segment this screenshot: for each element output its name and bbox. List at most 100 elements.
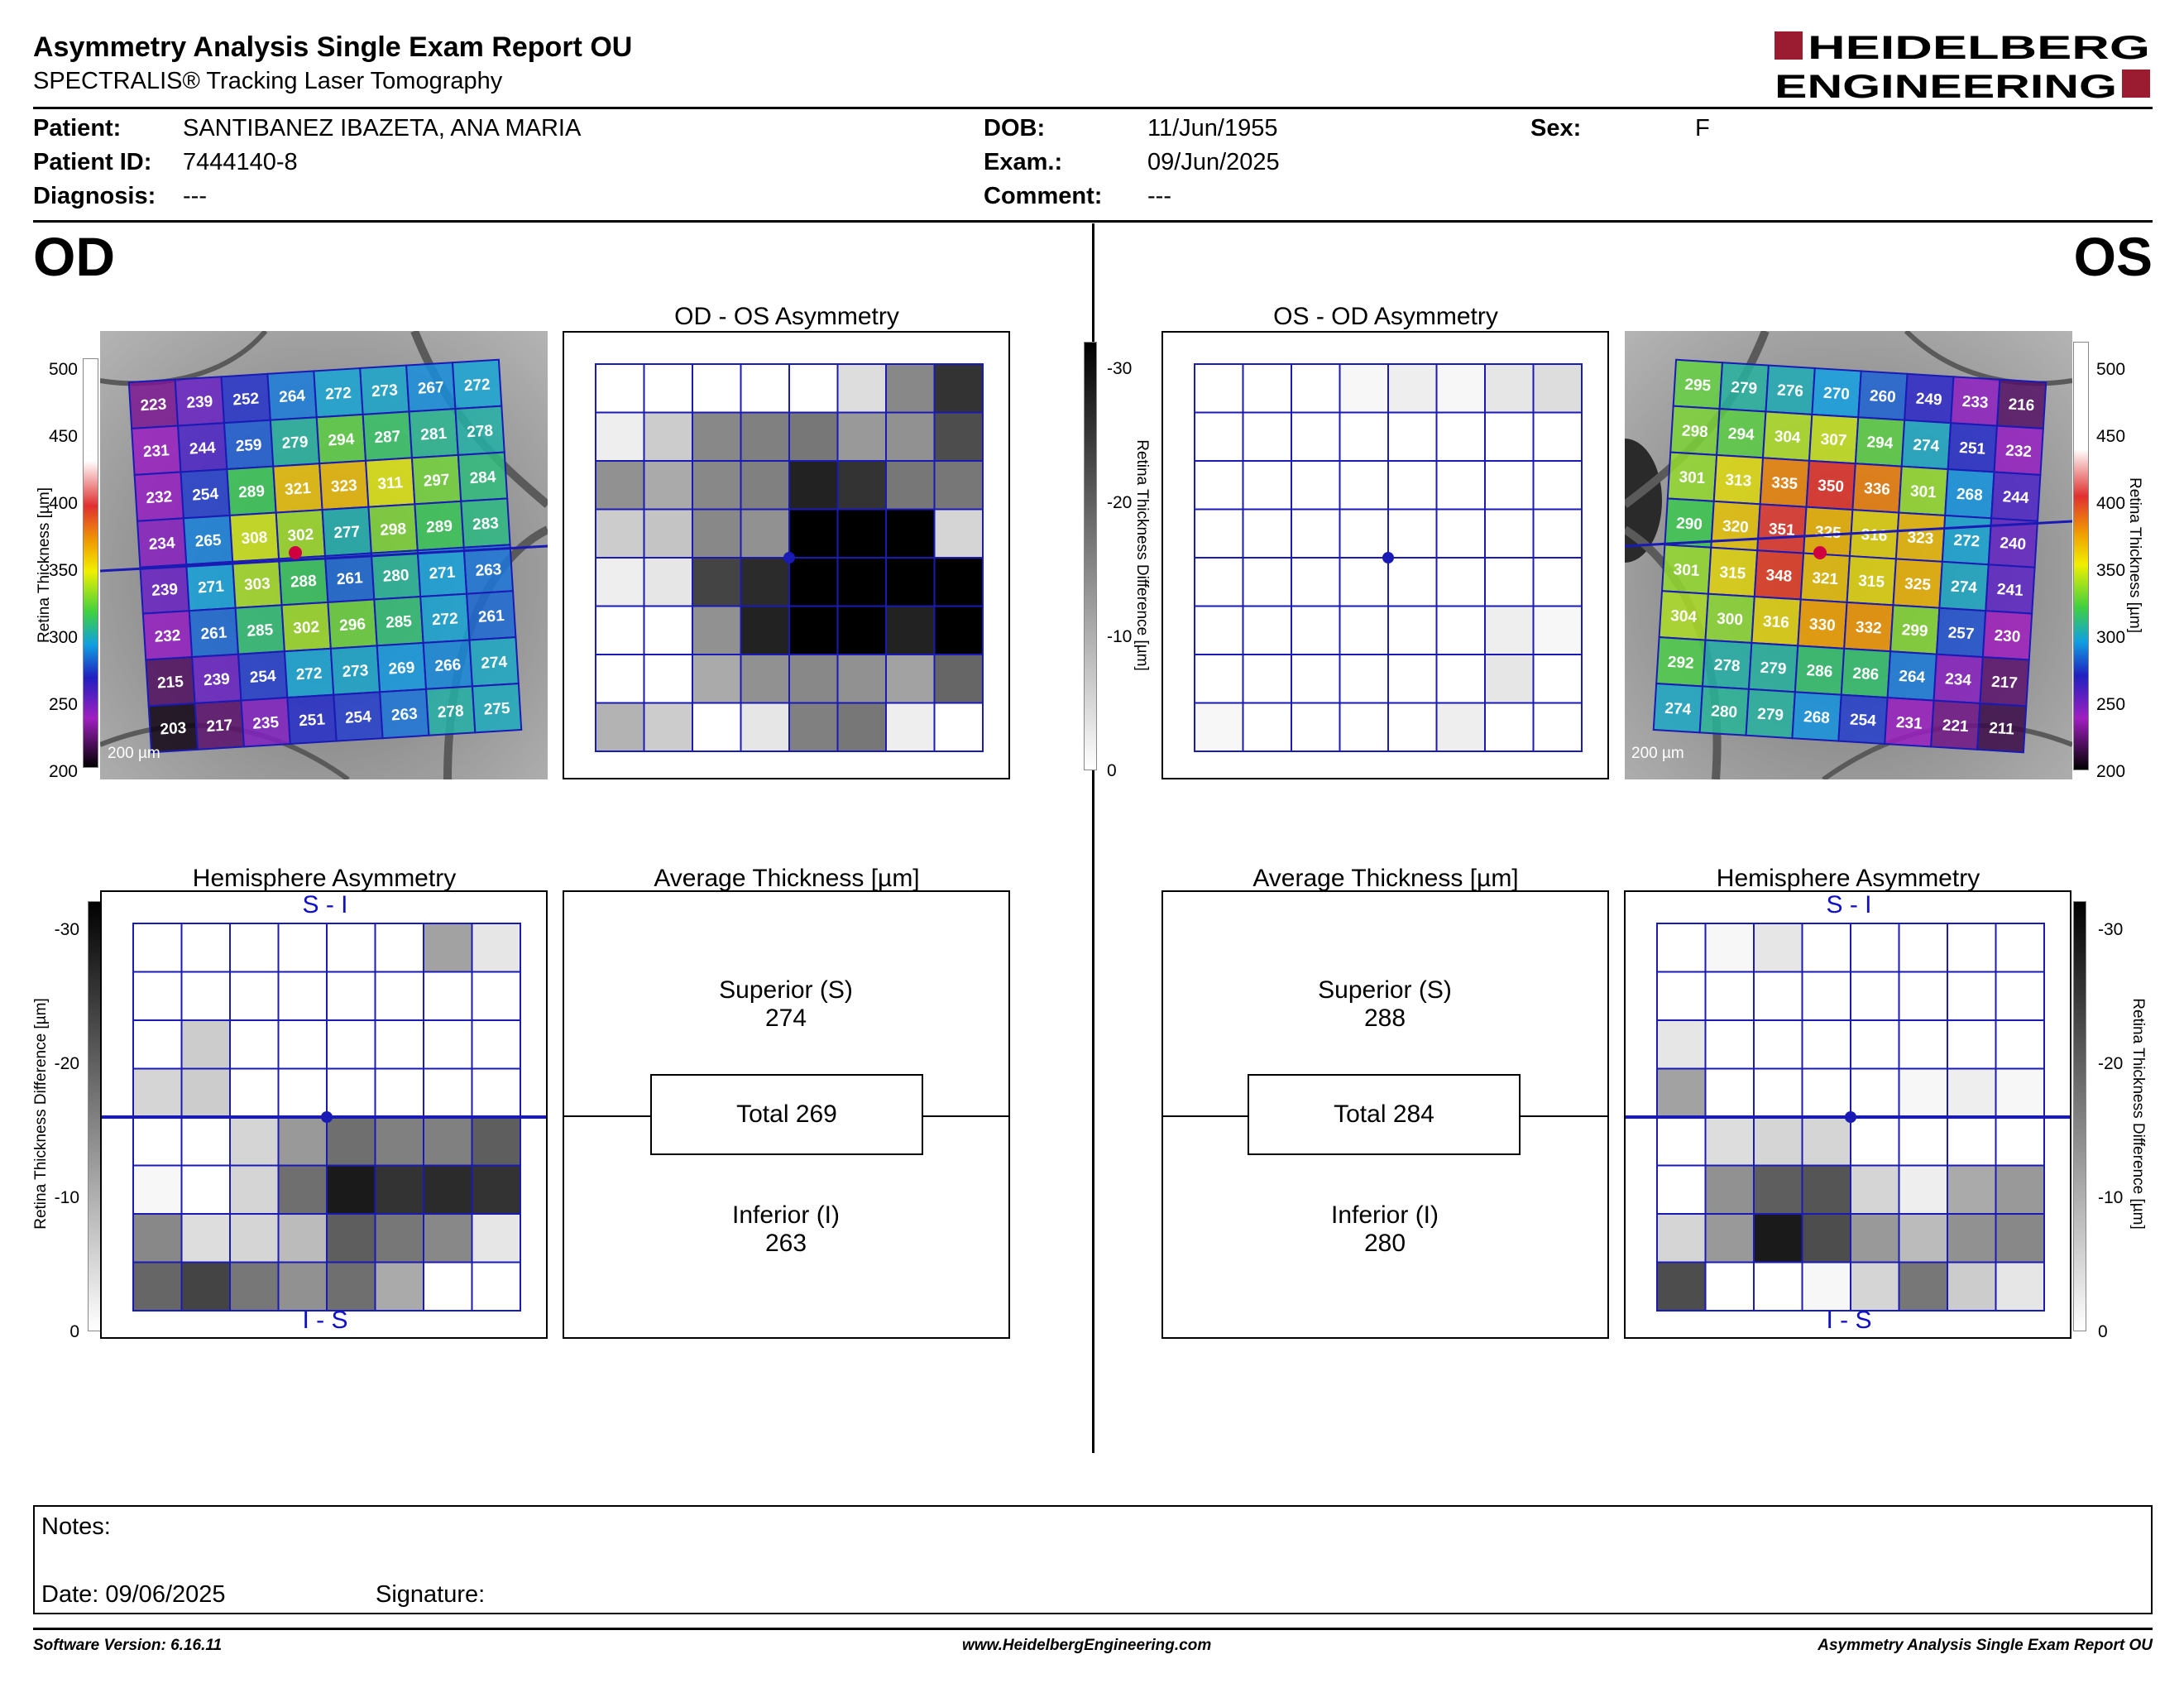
od-hemi-cell <box>277 971 328 1021</box>
os-thickness-tick: 450 <box>2096 427 2126 446</box>
od-asym-cell <box>788 411 839 462</box>
os-average-title: Average Thickness [µm] <box>1252 865 1519 892</box>
os-hemi-cell <box>1753 1116 1803 1167</box>
os-hemi-cell <box>1801 1164 1851 1215</box>
os-hemi-cell <box>1947 923 1997 973</box>
od-hemi-colorbar <box>88 901 101 1331</box>
od-hemi-cell <box>471 1019 521 1070</box>
os-hemi-cell <box>1850 1019 1900 1070</box>
od-asym-cell <box>836 460 887 511</box>
od-thk-value: 297 <box>423 472 450 491</box>
report-title: Asymmetry Analysis Single Exam Report OU <box>33 31 633 63</box>
os-thk-value: 307 <box>1820 431 1847 450</box>
os-hemi-cell <box>1850 1116 1900 1167</box>
od-thk-value: 281 <box>420 425 448 444</box>
os-thk-value: 301 <box>1679 468 1706 487</box>
od-asym-cell <box>643 557 693 607</box>
os-thk-value: 300 <box>1717 610 1744 629</box>
os-hemi-cell <box>1656 971 1707 1021</box>
os-hemi-cell <box>1801 923 1851 973</box>
od-asym-cell <box>836 411 887 462</box>
os-hemi-cell <box>1995 971 2045 1021</box>
od-thk-value: 273 <box>342 662 369 681</box>
os-hemi-cell <box>1947 1164 1997 1215</box>
od-hemi-cell <box>180 1116 231 1167</box>
od-hemi-cell <box>277 1164 328 1215</box>
os-asym-cell <box>1291 654 1341 704</box>
od-asym-cell <box>885 702 936 752</box>
od-asym-cell <box>933 460 984 511</box>
od-thk-value: 232 <box>154 627 181 646</box>
os-thk-value: 304 <box>1774 428 1801 447</box>
os-total-box: Total 284 <box>1248 1074 1521 1155</box>
footer-software: Software Version: 6.16.11 <box>33 1637 223 1654</box>
od-hemi-cell <box>423 971 473 1021</box>
os-thk-value: 280 <box>1711 703 1738 722</box>
od-thickness-tick: 300 <box>48 628 78 647</box>
notes-box[interactable]: Notes: Date: 09/06/2025 Signature: <box>33 1505 2153 1614</box>
os-hemi-cell <box>1947 1261 1997 1312</box>
od-hemi-cell <box>180 923 231 973</box>
footer-website[interactable]: www.HeidelbergEngineering.com <box>962 1637 1212 1654</box>
top-diff-tick: -30 <box>1107 359 1133 378</box>
center-divider <box>1092 223 1094 1453</box>
od-thk-value: 217 <box>206 717 233 736</box>
patient-label: Patient: <box>33 115 122 141</box>
os-thk-value: 279 <box>1760 659 1787 679</box>
od-hemi-cell <box>374 1261 424 1312</box>
heidelberg-logo: HEIDELBERG ENGINEERING <box>1774 30 2150 103</box>
os-thk-value: 216 <box>2008 396 2035 415</box>
od-thk-value: 323 <box>330 477 357 496</box>
os-hemi-cell <box>1898 1213 1948 1264</box>
od-thk-value: 280 <box>382 567 410 586</box>
od-asym-cell <box>595 460 645 511</box>
logo-text-1: HEIDELBERG <box>1808 30 2150 66</box>
od-thk-value: 203 <box>160 720 187 739</box>
os-hemi-cell <box>1850 923 1900 973</box>
od-thk-value: 269 <box>388 659 415 679</box>
od-superior-label: Superior (S) <box>719 976 853 1004</box>
od-asym-cell <box>788 363 839 414</box>
os-thk-value: 301 <box>1673 561 1700 580</box>
od-asym-cell <box>643 460 693 511</box>
od-hemi-cell <box>374 1213 424 1264</box>
os-asym-cell <box>1532 702 1583 752</box>
os-thk-value: 332 <box>1855 619 1882 638</box>
os-thickness-axis-label: Retina Thickness [µm] <box>2126 477 2143 633</box>
os-thickness-map: 295 279 276 270 260 249 233 216 298 294 304 307 294 2… <box>1625 358 2072 754</box>
os-thk-value: 251 <box>1959 439 1986 458</box>
od-asym-cell <box>740 605 790 655</box>
os-thickness-tick: 400 <box>2096 494 2126 513</box>
os-hemi-cell <box>1704 1213 1755 1264</box>
os-thk-value: 321 <box>1812 569 1839 588</box>
od-thickness-tick: 500 <box>48 360 78 379</box>
od-asym-cell <box>643 363 693 414</box>
os-hemi-cell <box>1656 1116 1707 1167</box>
os-asym-cell <box>1339 363 1389 414</box>
od-hemi-cell <box>326 1213 376 1264</box>
os-asym-cell <box>1484 363 1535 414</box>
od-thk-value: 263 <box>475 561 502 580</box>
od-thk-value: 272 <box>431 610 458 629</box>
od-thk-value: 321 <box>285 480 312 499</box>
od-hemi-cell <box>423 1067 473 1118</box>
od-thk-value: 296 <box>339 616 366 635</box>
os-thk-value: 270 <box>1822 385 1850 404</box>
os-superior-value: 288 <box>1363 1005 1406 1032</box>
os-hemi-cell <box>1801 1261 1851 1312</box>
od-hemi-cell <box>229 1164 280 1215</box>
od-hemi-cell <box>132 1213 183 1264</box>
od-hemi-cell <box>229 1067 280 1118</box>
os-hemi-cell <box>1995 1164 2045 1215</box>
od-thk-value: 271 <box>198 578 225 597</box>
od-hemi-cell <box>277 1261 328 1312</box>
os-hemi-cell <box>1947 1213 1997 1264</box>
os-hemi-cell <box>1995 1213 2045 1264</box>
od-asym-cell <box>933 557 984 607</box>
os-asym-cell <box>1291 605 1341 655</box>
os-asym-cell <box>1291 460 1341 511</box>
od-hemi-fovea-dot <box>321 1111 333 1123</box>
od-asym-cell <box>836 557 887 607</box>
os-hemi-cell <box>1947 1019 1997 1070</box>
od-thk-value: 288 <box>290 573 317 592</box>
